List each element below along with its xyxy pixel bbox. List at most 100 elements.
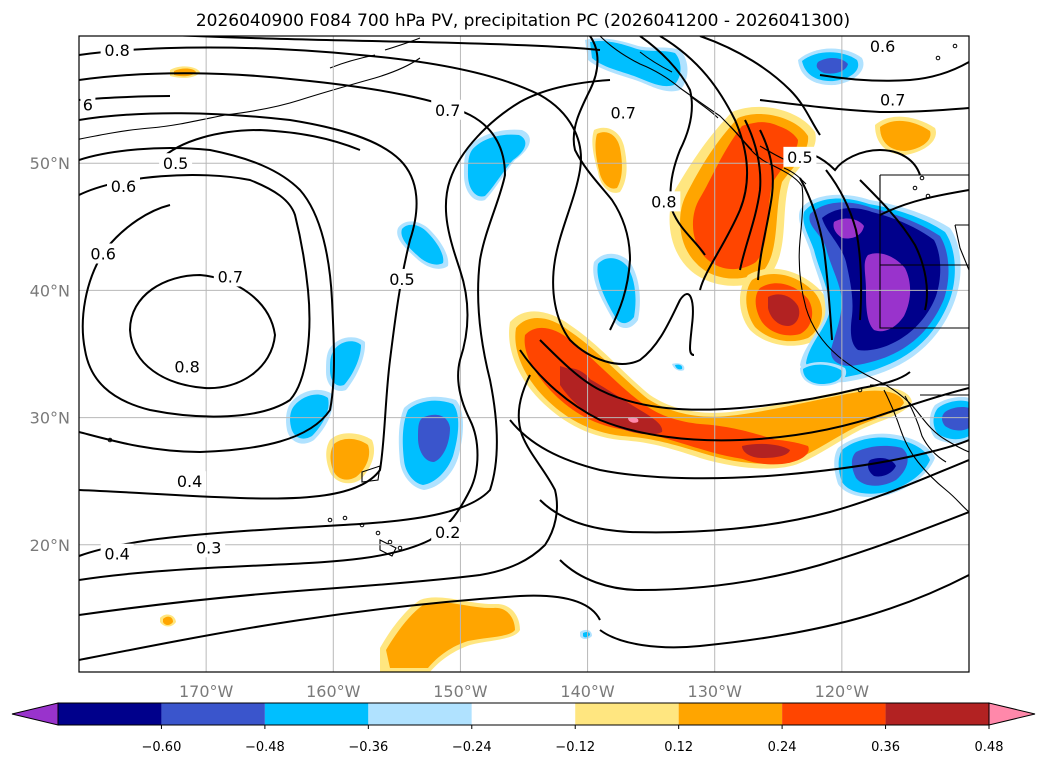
pv-contour [699, 36, 821, 136]
precip-pc-region [330, 438, 370, 480]
precip-pc-region [290, 394, 329, 439]
island-outline [912, 185, 918, 191]
precip-pc-region [468, 134, 526, 197]
contour-label-halo [783, 146, 817, 167]
longitude-tick-label: 120°W [815, 682, 870, 701]
contour-label: 0.8 [174, 358, 199, 377]
pv-contour [539, 339, 911, 411]
colorbar-tick-label: −0.12 [555, 740, 595, 755]
pv-contour [79, 112, 418, 500]
contour-label: 0.7 [880, 91, 905, 110]
precip-pc-region [746, 122, 790, 160]
colorbar-outline [57, 702, 990, 726]
contour-label: 0.7 [610, 103, 635, 122]
pv-contour [659, 36, 749, 291]
colorbar-tick-label: −0.24 [452, 740, 492, 755]
precip-pc-region [803, 364, 842, 384]
coastline [904, 395, 947, 463]
pv-contour [799, 177, 833, 341]
island-outline [327, 517, 333, 523]
colorbar-swatch [161, 703, 265, 725]
precip-pc-region [942, 407, 969, 431]
longitude-tick-label: 170°W [179, 682, 234, 701]
pv-contour [79, 174, 311, 418]
pv-contour [739, 119, 762, 271]
longitude-tick-label: 160°W [306, 682, 361, 701]
pv-contour [79, 594, 601, 661]
precip-pc-region [386, 602, 515, 668]
pv-contour [79, 46, 695, 365]
colorbar-swatch [782, 703, 886, 725]
contour-label: 0.8 [104, 41, 129, 60]
contour-label-halo [606, 102, 640, 123]
contour-label: 0.2 [435, 523, 460, 542]
contour-label-halo [100, 543, 134, 564]
precip-pc-region [628, 417, 639, 423]
pv-contour [859, 179, 928, 311]
contour-label-halo [431, 99, 465, 120]
precip-pc-region [583, 631, 590, 638]
colorbar-swatch [575, 703, 679, 725]
pv-contour [79, 147, 335, 454]
island-outline [397, 545, 403, 551]
longitude-tick-labels: 170°W 160°W 150°W 140°W 130°W 120°W [179, 682, 869, 701]
colorbar: −0.60 −0.48 −0.36 −0.24 −0.12 0.12 0.24 0.36 0.4… [11, 702, 1036, 755]
precip-pc-region [864, 253, 911, 332]
colorbar-extend-low [11, 702, 59, 726]
pv-contour [539, 459, 969, 534]
precip-pc-region [742, 443, 790, 458]
coastline [361, 465, 381, 483]
contour-label: 0.4 [177, 472, 202, 491]
precip-pc-region [768, 294, 800, 326]
coastline [883, 389, 969, 513]
island-outline [919, 175, 925, 181]
colorbar-tick-label: 0.36 [871, 740, 900, 755]
pv-contour [159, 128, 361, 161]
precip-pc-region [880, 120, 931, 151]
colorbar-swatch [58, 703, 162, 725]
pv-contour [825, 169, 863, 321]
contour-label: 0.5 [163, 154, 188, 173]
pv-contour [819, 61, 969, 82]
map-plot-area: 0.8 0.6 0.7 6 0.7 0.7 0.5 0.5 0.6 0.8 0.6 0.7 0.5 0.8… [78, 35, 970, 673]
latitude-tick-label: 20°N [30, 536, 70, 555]
map-frame [78, 35, 970, 673]
contour-label: 0.7 [435, 101, 460, 120]
pv-contour [879, 189, 969, 216]
pv-contour [170, 36, 601, 51]
colorbar-swatch [678, 703, 783, 725]
contour-label-halo [647, 191, 681, 212]
contour-label: 0.4 [104, 545, 129, 564]
contour-label-halo [876, 89, 910, 110]
colorbar-swatch [471, 703, 576, 725]
island-outline [342, 515, 348, 521]
pv-contours [79, 36, 969, 661]
longitude-tick-label: 140°W [560, 682, 615, 701]
precip-pc-region [816, 58, 848, 74]
latitude-tick-label: 50°N [30, 154, 70, 173]
pv-contour [759, 99, 969, 114]
precip-pc-region [675, 364, 683, 370]
contour-label-halo [385, 268, 419, 289]
latitude-tick-label: 30°N [30, 409, 70, 428]
colorbar-tick-label: 0.12 [664, 740, 693, 755]
longitude-tick-label: 150°W [433, 682, 488, 701]
coastline [879, 174, 969, 329]
colorbar-tick-label: 0.24 [768, 740, 797, 755]
pv-contour-labels: 0.8 0.6 0.7 6 0.7 0.7 0.5 0.5 0.6 0.8 0.6 0.7 0.5 0.8… [80, 36, 910, 564]
island-outline [935, 55, 941, 61]
pv-contour [79, 72, 507, 557]
colorbar-tick-label: 0.48 [975, 740, 1004, 755]
precip-pc-region [524, 327, 794, 461]
contour-label-halo [159, 153, 193, 174]
contour-label: 0.8 [651, 192, 676, 211]
island-outline [375, 530, 381, 536]
pv-contour [559, 511, 969, 592]
contour-label-halo [192, 537, 226, 558]
colorbar-tick-label: −0.36 [348, 740, 388, 755]
pv-contour [509, 419, 969, 480]
contour-label: 6 [83, 96, 93, 115]
contour-label-halo [213, 266, 247, 287]
contour-label-halo [170, 356, 204, 377]
island-outline [952, 43, 958, 49]
